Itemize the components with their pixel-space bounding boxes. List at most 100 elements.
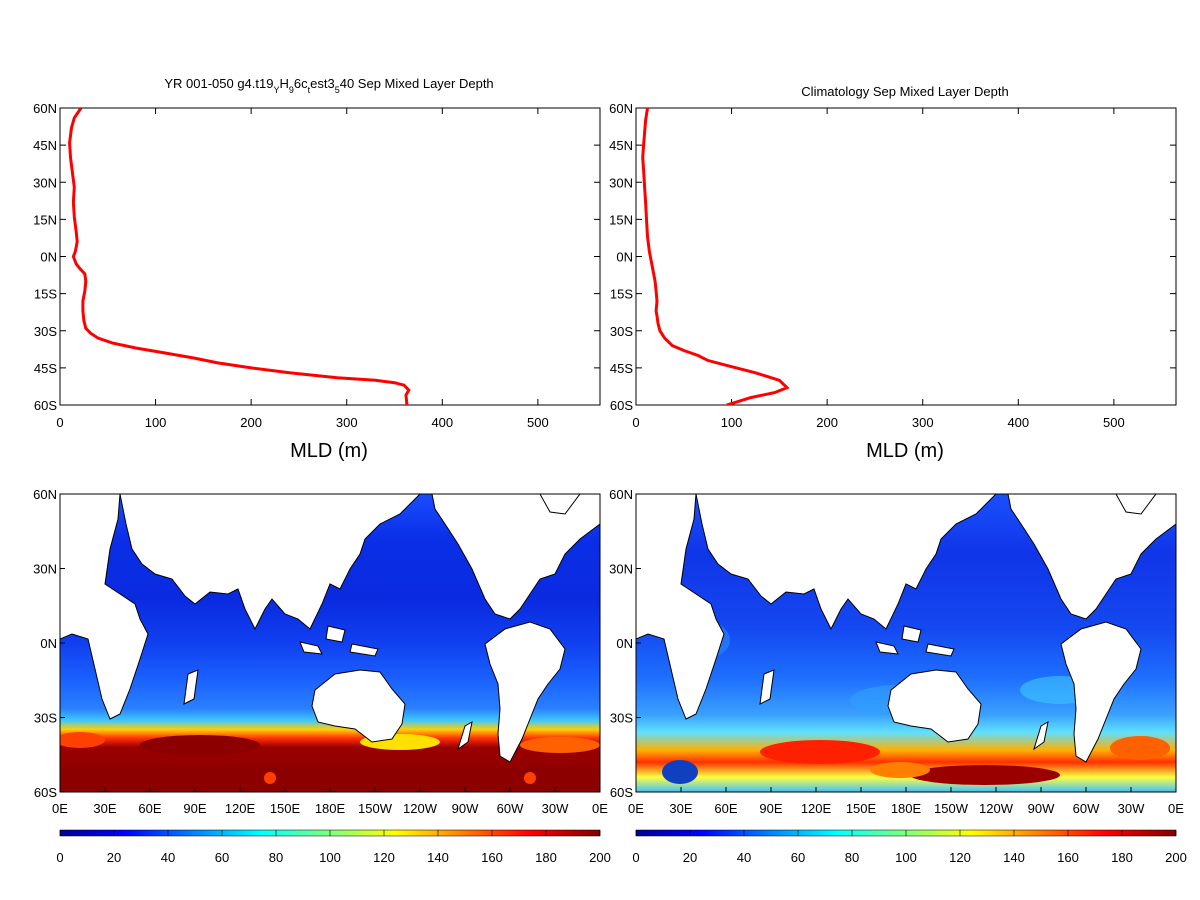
mld-profile-line-model	[68, 108, 411, 405]
mld-blob	[1110, 736, 1170, 760]
lat-tick-label: 60S	[34, 785, 57, 800]
y-tick-label: 60N	[609, 101, 633, 116]
mld-blob	[140, 735, 260, 755]
lat-tick-label: 0N	[40, 636, 57, 651]
colorbar-tick-label: 100	[319, 850, 341, 865]
lon-tick-label: 150W	[358, 801, 393, 816]
title-segment: H	[279, 76, 288, 91]
profile-title-model: YR 001-050 g4.t19YH96ctest3540 Sep Mixed…	[164, 76, 493, 95]
x-tick-label: 500	[527, 415, 549, 430]
mld-blob	[520, 737, 600, 753]
xlabel-climatology: MLD (m)	[866, 440, 944, 462]
lon-tick-label: 150E	[846, 801, 877, 816]
title-segment: 5	[335, 85, 340, 95]
lon-tick-label: 60W	[497, 801, 524, 816]
mld-blob	[60, 732, 105, 748]
y-tick-label: 30N	[33, 175, 57, 190]
title-segment: est3	[310, 76, 335, 91]
colorbar-tick-label: 120	[373, 850, 395, 865]
lon-tick-label: 30E	[93, 801, 116, 816]
lon-tick-label: 60E	[138, 801, 161, 816]
lon-tick-label: 90W	[452, 801, 479, 816]
lat-tick-label: 60N	[609, 487, 633, 502]
colorbar-tick-label: 80	[845, 850, 859, 865]
colorbar-tick-label: 120	[949, 850, 971, 865]
lon-tick-label: 60W	[1073, 801, 1100, 816]
x-tick-label: 100	[721, 415, 743, 430]
lat-tick-label: 30S	[610, 711, 633, 726]
title-segment: YR 001-050 g4.t19	[164, 76, 273, 91]
map-panel-climatology: 60N 30N 0N 30S 60S 0E 30E 60E 90E 120E 150E 180E 15…	[609, 487, 1184, 816]
colorbar-climatology: 0 20 40 60 80 100 120 140 160 180 200	[632, 829, 1187, 865]
colorbar-tick-label: 40	[161, 850, 175, 865]
x-tick-label: 300	[912, 415, 934, 430]
y-tick-label: 45S	[34, 361, 57, 376]
lat-tick-label: 60N	[33, 487, 57, 502]
colorbar-tick-label: 140	[1003, 850, 1025, 865]
colorbar-tick-label: 140	[427, 850, 449, 865]
mld-blob	[662, 760, 698, 784]
lat-tick-label: 30N	[33, 562, 57, 577]
lat-tick-label: 30N	[609, 562, 633, 577]
lon-tick-label: 180E	[891, 801, 922, 816]
lon-tick-label: 0E	[1168, 801, 1184, 816]
plot-frame	[635, 107, 1177, 406]
colorbar-tick-label: 80	[269, 850, 283, 865]
plot-frame	[59, 107, 601, 406]
title-segment: Climatology Sep Mixed Layer Depth	[801, 84, 1008, 99]
title-segment: 6c	[294, 76, 308, 91]
colorbar-tick-label: 180	[1111, 850, 1133, 865]
mld-blob	[264, 772, 276, 784]
lon-tick-label: 120W	[403, 801, 438, 816]
y-tick-label: 15N	[33, 212, 57, 227]
lon-tick-label: 60E	[714, 801, 737, 816]
y-tick-label: 45N	[609, 138, 633, 153]
x-tick-label: 100	[145, 415, 167, 430]
lat-tick-label: 30S	[34, 711, 57, 726]
y-tick-label: 30S	[34, 324, 57, 339]
y-tick-label: 15N	[609, 212, 633, 227]
y-tick-label: 15S	[610, 287, 633, 302]
y-tick-label: 60S	[610, 398, 633, 413]
lon-tick-label: 90E	[183, 801, 206, 816]
y-tick-label: 30N	[609, 175, 633, 190]
colorbar-model: 0 20 40 60 80 100 120 140 160 180 200	[56, 829, 611, 865]
lon-tick-label: 30W	[542, 801, 569, 816]
colorbar-tick-label: 180	[535, 850, 557, 865]
lon-tick-label: 0E	[52, 801, 68, 816]
lon-tick-label: 90E	[759, 801, 782, 816]
mld-blob	[910, 765, 1060, 785]
title-segment: 40 Sep Mixed Layer Depth	[340, 76, 494, 91]
lon-tick-label: 0E	[628, 801, 644, 816]
mld-blob	[524, 772, 536, 784]
map-panel-model: 60N 30N 0N 30S 60S 0E 30E 60E 90E 120E 150E 180E 15…	[33, 487, 608, 816]
y-tick-label: 30S	[610, 324, 633, 339]
x-tick-label: 500	[1103, 415, 1125, 430]
colorbar-tick-label: 60	[791, 850, 805, 865]
colorbar-tick-label: 160	[481, 850, 503, 865]
x-tick-label: 400	[1007, 415, 1029, 430]
y-tick-label: 0N	[616, 250, 633, 265]
lon-tick-label: 120E	[801, 801, 832, 816]
title-segment: Y	[273, 85, 279, 95]
lon-tick-label: 30E	[669, 801, 692, 816]
y-tick-label: 45S	[610, 361, 633, 376]
x-tick-label: 200	[240, 415, 262, 430]
lat-tick-label: 0N	[616, 636, 633, 651]
profile-title-climatology: Climatology Sep Mixed Layer Depth	[801, 84, 1008, 99]
xlabel-model: MLD (m)	[290, 440, 368, 462]
x-tick-label: 200	[816, 415, 838, 430]
profile-panel-model: YR 001-050 g4.t19YH96ctest3540 Sep Mixed…	[33, 76, 601, 462]
lon-tick-label: 0E	[592, 801, 608, 816]
mld-profile-line-climatology	[641, 108, 790, 405]
y-tick-label: 0N	[40, 250, 57, 265]
y-tick-label: 60N	[33, 101, 57, 116]
y-tick-label: 15S	[34, 287, 57, 302]
colorbar-tick-label: 160	[1057, 850, 1079, 865]
profile-panel-climatology: Climatology Sep Mixed Layer Depth 60N 45N…	[609, 84, 1177, 462]
x-tick-label: 300	[336, 415, 358, 430]
y-tick-label: 60S	[34, 398, 57, 413]
mld-blob	[760, 740, 880, 764]
colorbar-tick-label: 20	[107, 850, 121, 865]
